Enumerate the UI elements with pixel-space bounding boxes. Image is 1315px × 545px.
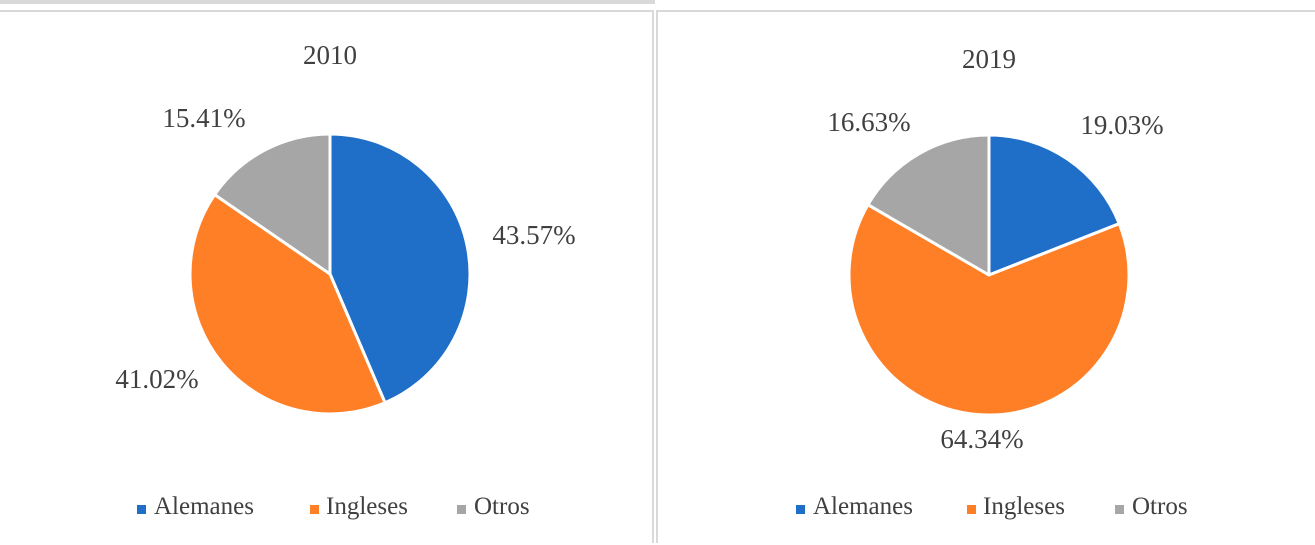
top-border-fragment [0,0,655,4]
legend-swatch-otros [1115,505,1124,514]
pie-slice-alemanes [987,133,1121,277]
data-label-ingleses: 64.34% [940,424,1023,454]
legend-label-alemanes: Alemanes [813,493,913,520]
data-label-ingleses: 41.02% [115,364,198,394]
legend-swatch-alemanes [137,505,146,514]
legend-label-otros: Otros [1132,493,1188,520]
data-label-otros: 15.41% [162,103,245,133]
legend-label-ingleses: Ingleses [983,493,1065,520]
pie-slice-otros [213,132,332,276]
legend-label-otros: Otros [474,493,530,520]
legend-label-alemanes: Alemanes [154,493,254,520]
legend-swatch-otros [457,505,466,514]
pie-chart-2010: 2010 43.57% 41.02% 15.41% Alemanes Ingleses Ot… [115,40,575,520]
chart-panel-2010: 2010 43.57% 41.02% 15.41% Alemanes Ingleses Ot… [0,10,654,543]
data-label-alemanes: 19.03% [1080,110,1163,140]
data-label-otros: 16.63% [827,107,910,137]
pie-slice-alemanes [328,132,472,405]
data-label-alemanes: 43.57% [492,220,575,250]
pie-slice-ingleses [188,193,387,416]
pie-chart-2019: 2019 19.03% 64.34% 16.63% Alemanes Ingleses Ot… [796,44,1188,520]
chart-title: 2019 [962,44,1016,74]
legend-swatch-alemanes [796,505,805,514]
chart-title: 2010 [303,40,357,70]
chart-panel-2019: 2019 19.03% 64.34% 16.63% Alemanes Ingleses Ot… [656,10,1315,543]
legend-swatch-ingleses [967,505,976,514]
pie-slice-otros [866,133,991,277]
legend-swatch-ingleses [310,505,319,514]
pie-slice-ingleses [847,203,1131,417]
legend-label-ingleses: Ingleses [326,493,408,520]
